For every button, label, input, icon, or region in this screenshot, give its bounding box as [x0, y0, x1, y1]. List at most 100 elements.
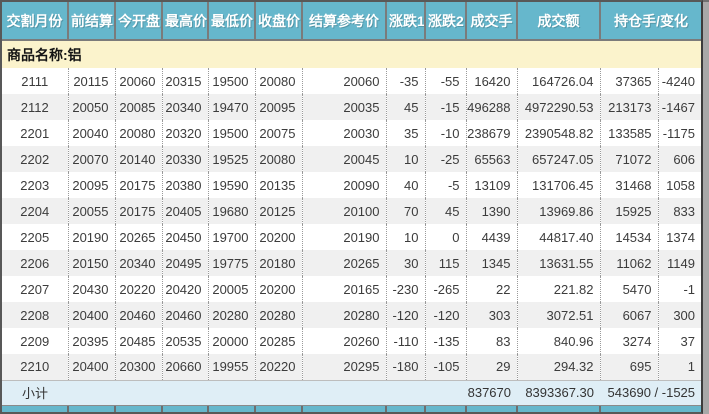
cell-open: 20175 [114, 198, 162, 224]
cell-prev-settlement: 20395 [67, 328, 115, 354]
cell-prev-settlement: 20115 [67, 68, 115, 94]
table-row: 2205 20190 20265 20450 19700 20200 20190 10 0 443… [2, 224, 701, 250]
cell-low: 19775 [207, 250, 255, 276]
cell-close: 20075 [254, 120, 302, 146]
col-header-open-interest-change: 持仓手/变化 [598, 2, 701, 41]
cell-close: 20280 [254, 302, 302, 328]
cell-oi-change: 1 [657, 354, 701, 380]
cell-change1: 30 [385, 250, 425, 276]
table-row: 2203 20095 20175 20380 19590 20135 20090 40 -5 13… [2, 172, 701, 198]
cell-volume: 496288 [465, 94, 517, 120]
cell-change1: -180 [385, 354, 425, 380]
cell-oi-change: 833 [657, 198, 701, 224]
cell-prev-settlement: 20190 [67, 224, 115, 250]
cell-low: 20000 [207, 328, 255, 354]
cell-open-interest: 71072 [599, 146, 658, 172]
cell-low: 19680 [207, 198, 255, 224]
cell-volume: 83 [465, 328, 517, 354]
column-separator-tick [114, 406, 116, 412]
cell-open-interest: 14534 [599, 224, 658, 250]
cell-volume: 1390 [465, 198, 517, 224]
cell-prev-settlement: 20400 [67, 302, 115, 328]
cell-open: 20460 [114, 302, 162, 328]
cell-settlement-ref: 20100 [301, 198, 386, 224]
cell-change2: -15 [424, 94, 466, 120]
cell-oi-change: -1467 [657, 94, 701, 120]
cell-open: 20060 [114, 68, 162, 94]
cell-prev-settlement: 20040 [67, 120, 115, 146]
cell-delivery-month: 2204 [2, 198, 68, 224]
cell-change1: 10 [385, 146, 425, 172]
subtotal-volume: 837670 [466, 379, 517, 405]
cell-close: 20135 [254, 172, 302, 198]
cell-change1: -230 [385, 276, 425, 302]
cell-delivery-month: 2112 [2, 94, 68, 120]
cell-change2: -120 [424, 302, 466, 328]
column-separator-tick [516, 406, 518, 412]
subtotal-row: 小计 837670 8393367.30 543690 / -1525 [2, 379, 701, 405]
cell-low: 19525 [207, 146, 255, 172]
cell-high: 20330 [161, 146, 208, 172]
cell-open-interest: 695 [599, 354, 658, 380]
cell-delivery-month: 2210 [2, 354, 68, 380]
cell-settlement-ref: 20165 [301, 276, 386, 302]
cell-low: 19470 [207, 94, 255, 120]
cell-low: 19955 [207, 354, 255, 380]
cell-open-interest: 6067 [599, 302, 658, 328]
cell-close: 20200 [254, 224, 302, 250]
cell-open-interest: 31468 [599, 172, 658, 198]
cell-change2: -25 [424, 146, 466, 172]
cell-high: 20380 [161, 172, 208, 198]
cell-settlement-ref: 20295 [301, 354, 386, 380]
cell-prev-settlement: 20095 [67, 172, 115, 198]
cell-change1: 70 [385, 198, 425, 224]
cell-low: 20280 [207, 302, 255, 328]
col-header-change1: 涨跌1 [385, 2, 425, 41]
cell-prev-settlement: 20150 [67, 250, 115, 276]
cell-open-interest: 11062 [599, 250, 658, 276]
cell-settlement-ref: 20060 [301, 68, 386, 94]
cell-turnover: 4972290.53 [516, 94, 600, 120]
cell-turnover: 164726.04 [516, 68, 600, 94]
cell-low: 19500 [207, 68, 255, 94]
product-name-row: 商品名称:铝 [2, 40, 701, 68]
col-header-close: 收盘价 [254, 2, 302, 41]
cell-open: 20080 [114, 120, 162, 146]
column-separator-tick [301, 406, 303, 412]
cell-change1: 35 [385, 120, 425, 146]
cell-open-interest: 5470 [599, 276, 658, 302]
cell-change2: 115 [424, 250, 466, 276]
subtotal-turnover: 8393367.30 [517, 379, 600, 405]
cell-turnover: 13631.55 [516, 250, 600, 276]
cell-prev-settlement: 20400 [67, 354, 115, 380]
cell-settlement-ref: 20280 [301, 302, 386, 328]
cell-high: 20660 [161, 354, 208, 380]
col-header-open: 今开盘 [114, 2, 162, 41]
header-row: 交割月份 前结算 今开盘 最高价 最低价 收盘价 结算参考价 涨跌1 涨跌2 成… [2, 2, 701, 41]
cell-volume: 65563 [465, 146, 517, 172]
table-row: 2202 20070 20140 20330 19525 20080 20045 10 -25 6… [2, 146, 701, 172]
cell-delivery-month: 2208 [2, 302, 68, 328]
cell-volume: 16420 [465, 68, 517, 94]
cell-delivery-month: 2201 [20, 125, 50, 141]
scrollbar-track[interactable] [703, 0, 709, 414]
cell-change2: -55 [424, 68, 466, 94]
cell-open: 20175 [114, 172, 162, 198]
cell-high: 20420 [161, 276, 208, 302]
cell-oi-change: -4240 [657, 68, 701, 94]
table-row: 2204 20055 20175 20405 19680 20125 20100 70 45 13… [2, 198, 701, 224]
cell-change2: 0 [424, 224, 466, 250]
cell-open-interest: 213173 [599, 94, 658, 120]
cell-change1: 40 [385, 172, 425, 198]
cell-turnover: 2390548.82 [516, 120, 600, 146]
cell-volume: 1345 [465, 250, 517, 276]
subtotal-label: 小计 [2, 379, 68, 405]
column-separator-tick [254, 406, 256, 412]
cell-settlement-ref: 20045 [301, 146, 386, 172]
cell-high: 20450 [161, 224, 208, 250]
futures-quotes-table: 交割月份 前结算 今开盘 最高价 最低价 收盘价 结算参考价 涨跌1 涨跌2 成… [2, 2, 701, 405]
table-row: 2207 20430 20220 20420 20005 20200 20165 -230 -2… [2, 276, 701, 302]
cell-close: 20180 [254, 250, 302, 276]
